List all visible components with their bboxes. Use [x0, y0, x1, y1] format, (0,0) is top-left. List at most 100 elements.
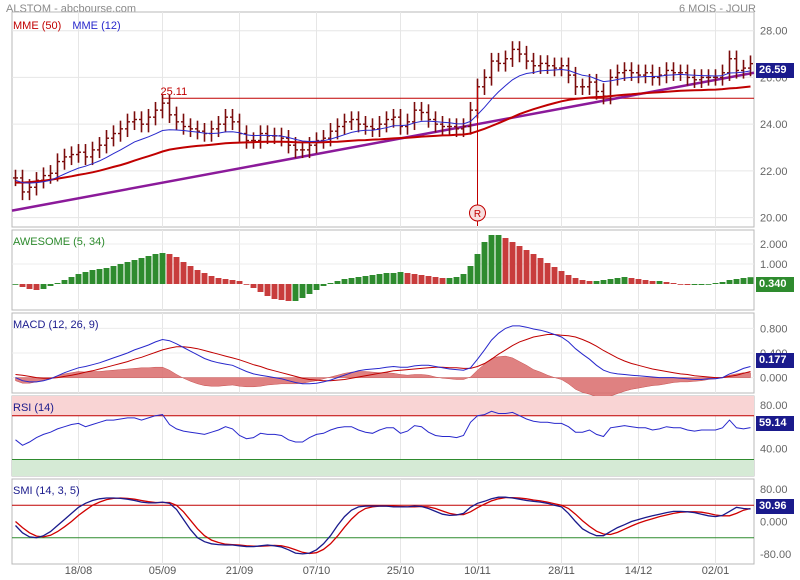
x-tick-label: 21/09	[226, 565, 254, 577]
awesome-bar	[614, 278, 621, 284]
awesome-bar	[712, 283, 719, 284]
awesome-bar	[250, 284, 257, 288]
price-bar	[125, 113, 130, 138]
awesome-bar	[516, 246, 523, 284]
awesome-bar	[390, 273, 397, 284]
x-tick-label: 18/08	[65, 565, 93, 577]
smi-y-tick: -80.00	[760, 549, 791, 561]
awesome-bar	[593, 281, 600, 284]
price-bar	[524, 45, 529, 70]
awesome-last-badge: 0.340	[756, 277, 794, 292]
awesome-bar	[348, 278, 355, 284]
awesome-bar	[460, 274, 467, 284]
price-bar	[111, 125, 116, 147]
price-bar	[643, 64, 648, 84]
price-bar	[587, 73, 592, 95]
price-bar	[559, 57, 564, 77]
price-bar	[615, 64, 620, 86]
awesome-bar	[698, 284, 705, 285]
awesome-bar	[96, 269, 103, 284]
smi-last-badge: 30.96	[756, 499, 794, 514]
price-bar	[223, 108, 228, 133]
awesome-bar	[733, 279, 740, 284]
awesome-panel	[11, 229, 755, 311]
awesome-bar	[502, 238, 509, 284]
awesome-bar	[726, 280, 733, 284]
awesome-bar	[40, 284, 47, 289]
price-bar	[13, 169, 18, 187]
x-tick-label: 28/11	[548, 565, 575, 577]
awesome-bar	[425, 276, 432, 284]
awesome-bar	[180, 262, 187, 284]
mme50-legend: MME (50)	[13, 20, 62, 32]
awesome-bar	[341, 279, 348, 284]
price-y-tick: 28.00	[760, 26, 788, 38]
price-bar	[377, 115, 382, 138]
price-bar	[76, 144, 81, 163]
rsi-line	[15, 410, 751, 446]
price-bar	[69, 146, 74, 166]
price-bar	[545, 55, 550, 74]
awesome-bar	[145, 256, 152, 284]
price-bar	[741, 59, 746, 79]
awesome-bar	[530, 254, 537, 284]
mme50-line	[15, 85, 751, 184]
price-y-tick: 24.00	[760, 119, 788, 131]
awesome-bar	[201, 273, 208, 284]
awesome-bar	[432, 277, 439, 284]
price-bar	[237, 113, 242, 142]
awesome-bar	[320, 284, 327, 286]
awesome-bar	[705, 284, 712, 285]
x-tick-label: 10/11	[464, 565, 491, 577]
price-bar	[664, 62, 669, 84]
awesome-bar	[628, 278, 635, 284]
awesome-bar	[124, 262, 131, 284]
awesome-bar	[677, 284, 684, 285]
awesome-bar	[383, 273, 390, 284]
price-bar	[174, 106, 179, 131]
price-bar	[342, 113, 347, 135]
awesome-bar	[68, 277, 75, 284]
awesome-bar	[187, 266, 194, 284]
price-bar	[181, 113, 186, 135]
macd-line	[15, 325, 751, 385]
awesome-bar	[523, 250, 530, 284]
smi-panel	[11, 478, 755, 565]
awesome-bar	[439, 278, 446, 284]
macd-histogram	[15, 355, 751, 398]
awesome-bar	[110, 266, 117, 284]
x-tick-label: 07/10	[303, 565, 331, 577]
price-bar	[699, 69, 704, 88]
price-bar	[482, 69, 487, 95]
awesome-y-tick: 1.000	[760, 259, 788, 271]
rsi-label: RSI (14)	[13, 402, 54, 414]
awesome-label: AWESOME (5, 34)	[13, 236, 105, 248]
price-bar	[489, 52, 494, 86]
price-bar	[671, 62, 676, 81]
price-bar	[636, 64, 641, 84]
awesome-bar	[334, 281, 341, 284]
awesome-bar	[26, 284, 33, 289]
awesome-bar	[656, 281, 663, 284]
price-bar	[734, 50, 739, 79]
awesome-bar	[103, 268, 110, 284]
price-bar	[279, 127, 284, 147]
price-bar	[321, 130, 326, 149]
marker-circle	[469, 204, 486, 222]
price-bar	[300, 141, 305, 159]
price-bar	[104, 130, 109, 154]
price-bar	[335, 118, 340, 140]
awesome-bar	[229, 280, 236, 284]
awesome-bar	[495, 235, 502, 284]
awesome-bar	[299, 284, 306, 298]
marker-label: R	[474, 209, 481, 220]
price-bar	[167, 94, 172, 124]
price-bar	[118, 120, 123, 142]
smi-line	[15, 496, 751, 555]
price-legend: MME (50) MME (12)	[13, 20, 121, 32]
price-bar	[146, 108, 151, 133]
price-bar	[230, 108, 235, 131]
price-bar	[426, 104, 431, 128]
awesome-bar	[558, 271, 565, 284]
